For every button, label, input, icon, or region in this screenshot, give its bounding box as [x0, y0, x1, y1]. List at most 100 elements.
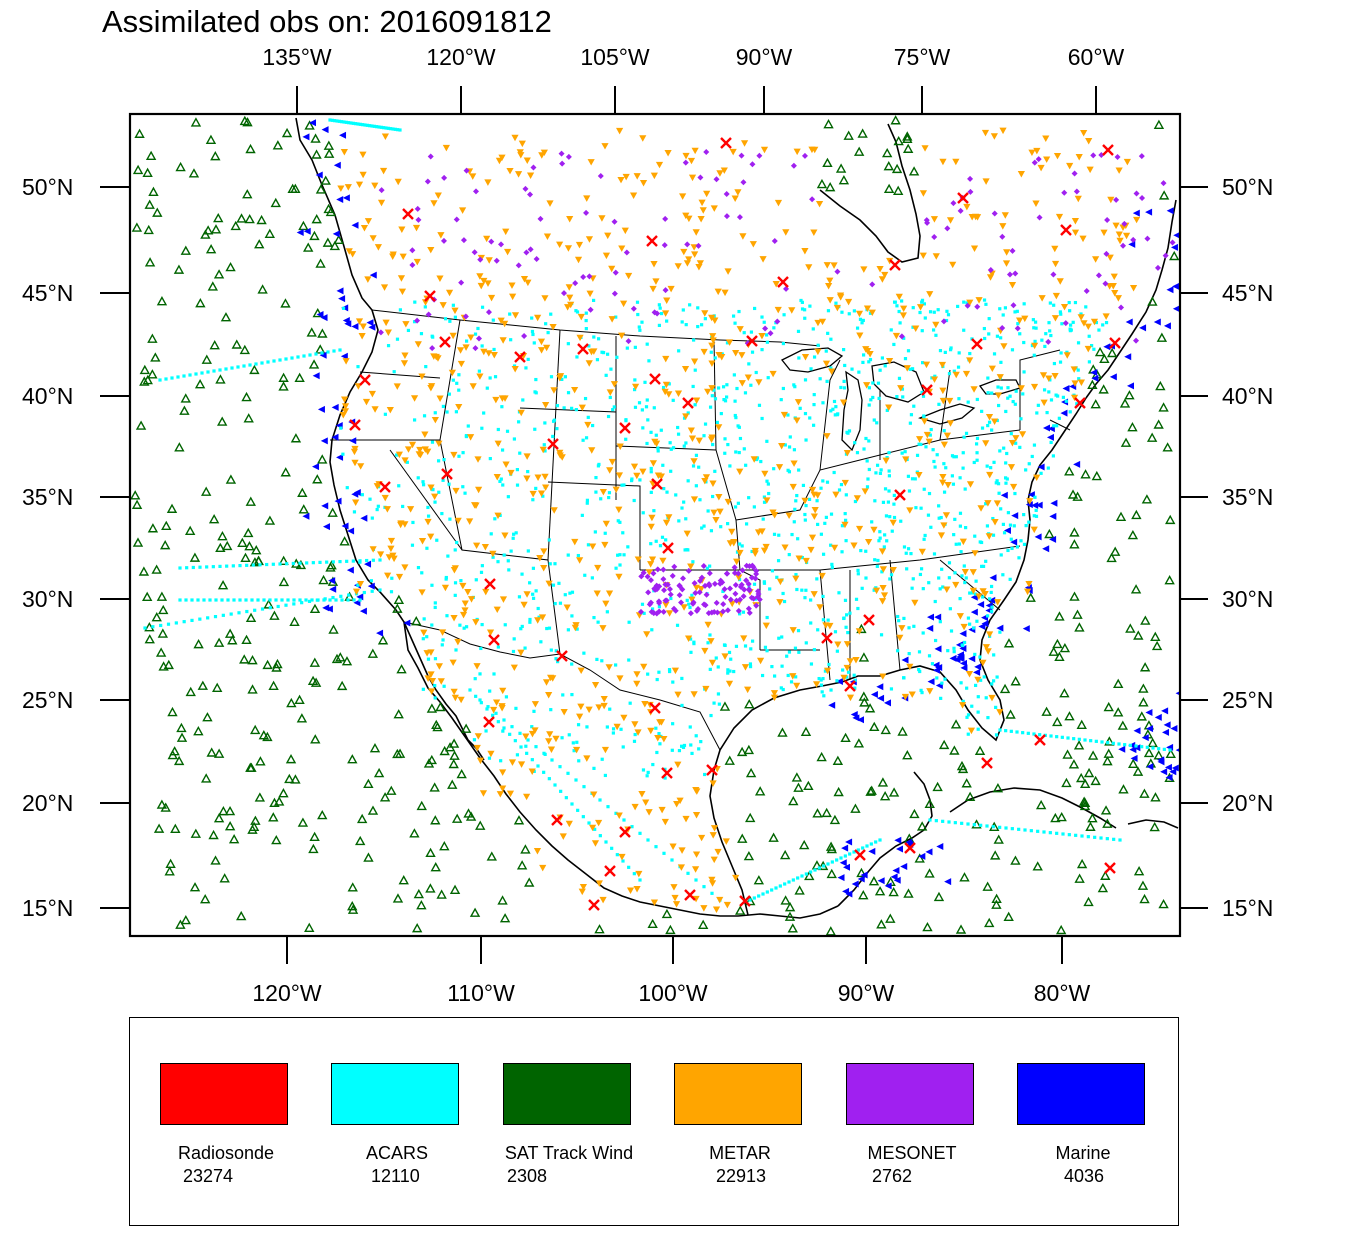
sat-track-wind-marker [1054, 611, 1065, 621]
sat-track-wind-marker [416, 900, 427, 910]
metar-marker [631, 803, 639, 811]
sat-track-wind-marker [777, 727, 788, 737]
metar-marker [990, 133, 998, 140]
metar-marker [1100, 229, 1108, 237]
acars-marker [437, 459, 441, 463]
sat-track-wind-marker [821, 807, 832, 818]
acars-marker [461, 485, 465, 489]
acars-marker [1093, 835, 1097, 839]
metar-marker [520, 601, 528, 609]
acars-marker [872, 418, 876, 422]
sat-track-wind-marker [284, 773, 295, 784]
metar-marker [633, 680, 641, 688]
sat-track-wind-marker [325, 206, 337, 217]
acars-marker [236, 365, 240, 369]
acars-marker [1003, 476, 1008, 480]
marine-marker [333, 161, 341, 169]
acars-marker [515, 468, 519, 472]
metar-marker [351, 459, 359, 467]
acars-marker [934, 819, 938, 823]
acars-marker [1069, 328, 1073, 332]
acars-marker [572, 749, 576, 753]
metar-marker [341, 408, 350, 415]
acars-marker [341, 452, 345, 456]
acars-marker [1067, 300, 1071, 305]
metar-marker [714, 848, 722, 856]
metar-marker [662, 310, 670, 317]
acars-marker [803, 512, 807, 517]
acars-marker [696, 306, 700, 310]
metar-marker [962, 370, 971, 378]
acars-marker [1030, 454, 1034, 459]
metar-marker [810, 491, 818, 499]
mesonet-marker [463, 167, 470, 174]
metar-marker [539, 864, 547, 872]
metar-marker [1075, 153, 1083, 161]
acars-marker [885, 455, 889, 460]
legend-label: SAT Track Wind [504, 1143, 634, 1163]
metar-marker [788, 307, 796, 314]
metar-marker [1051, 260, 1060, 268]
acars-marker [912, 624, 916, 628]
mesonet-marker [967, 188, 974, 195]
sat-track-wind-marker [1158, 190, 1170, 200]
metar-marker [587, 348, 596, 356]
metar-marker [902, 456, 910, 463]
marine-marker [837, 874, 845, 882]
metar-marker [952, 371, 960, 379]
acars-marker [1117, 742, 1121, 746]
metar-marker [630, 463, 639, 471]
marine-marker [860, 871, 868, 879]
sat-track-wind-marker [286, 697, 297, 708]
marine-marker [868, 847, 876, 855]
acars-marker [829, 512, 834, 516]
acars-marker [559, 789, 563, 793]
acars-marker [877, 539, 881, 543]
acars-marker [1076, 341, 1081, 345]
metar-marker [449, 332, 457, 340]
acars-marker [741, 610, 746, 614]
metar-marker [1084, 345, 1092, 353]
acars-marker [419, 332, 424, 336]
acars-marker [765, 439, 769, 443]
metar-marker [1017, 385, 1025, 392]
sat-track-wind-marker [245, 143, 256, 154]
metar-marker [647, 561, 655, 568]
metar-marker [979, 588, 987, 595]
marine-marker [884, 699, 892, 707]
acars-marker [975, 458, 979, 462]
sat-track-wind-marker [333, 234, 344, 245]
metar-marker [642, 799, 650, 806]
marine-marker [877, 694, 885, 702]
metar-marker [645, 569, 653, 576]
acars-marker [841, 668, 845, 672]
metar-marker [590, 791, 598, 798]
metar-marker [994, 392, 1003, 399]
metar-marker [408, 441, 417, 449]
metar-marker [692, 851, 701, 858]
sat-track-wind-marker [897, 726, 908, 736]
acars-marker [811, 327, 815, 331]
top-lon-label: 105°W [580, 44, 650, 70]
acars-marker [990, 428, 994, 432]
metar-marker [516, 149, 524, 156]
acars-marker [909, 413, 914, 417]
acars-marker [927, 491, 932, 496]
marine-marker [342, 194, 350, 202]
metar-marker [587, 159, 595, 166]
metar-marker [736, 468, 744, 476]
acars-marker [515, 483, 520, 487]
acars-marker [670, 748, 674, 752]
marine-marker [900, 862, 908, 870]
legend-swatch [1017, 1063, 1145, 1125]
acars-marker [684, 441, 688, 445]
sat-track-wind-marker [336, 680, 348, 691]
acars-marker [424, 365, 428, 369]
metar-marker [567, 301, 575, 309]
acars-marker [338, 348, 342, 352]
marine-marker [841, 844, 849, 852]
acars-marker [566, 771, 570, 775]
acars-marker [952, 369, 956, 373]
acars-marker [677, 748, 682, 753]
acars-marker [1008, 523, 1013, 527]
